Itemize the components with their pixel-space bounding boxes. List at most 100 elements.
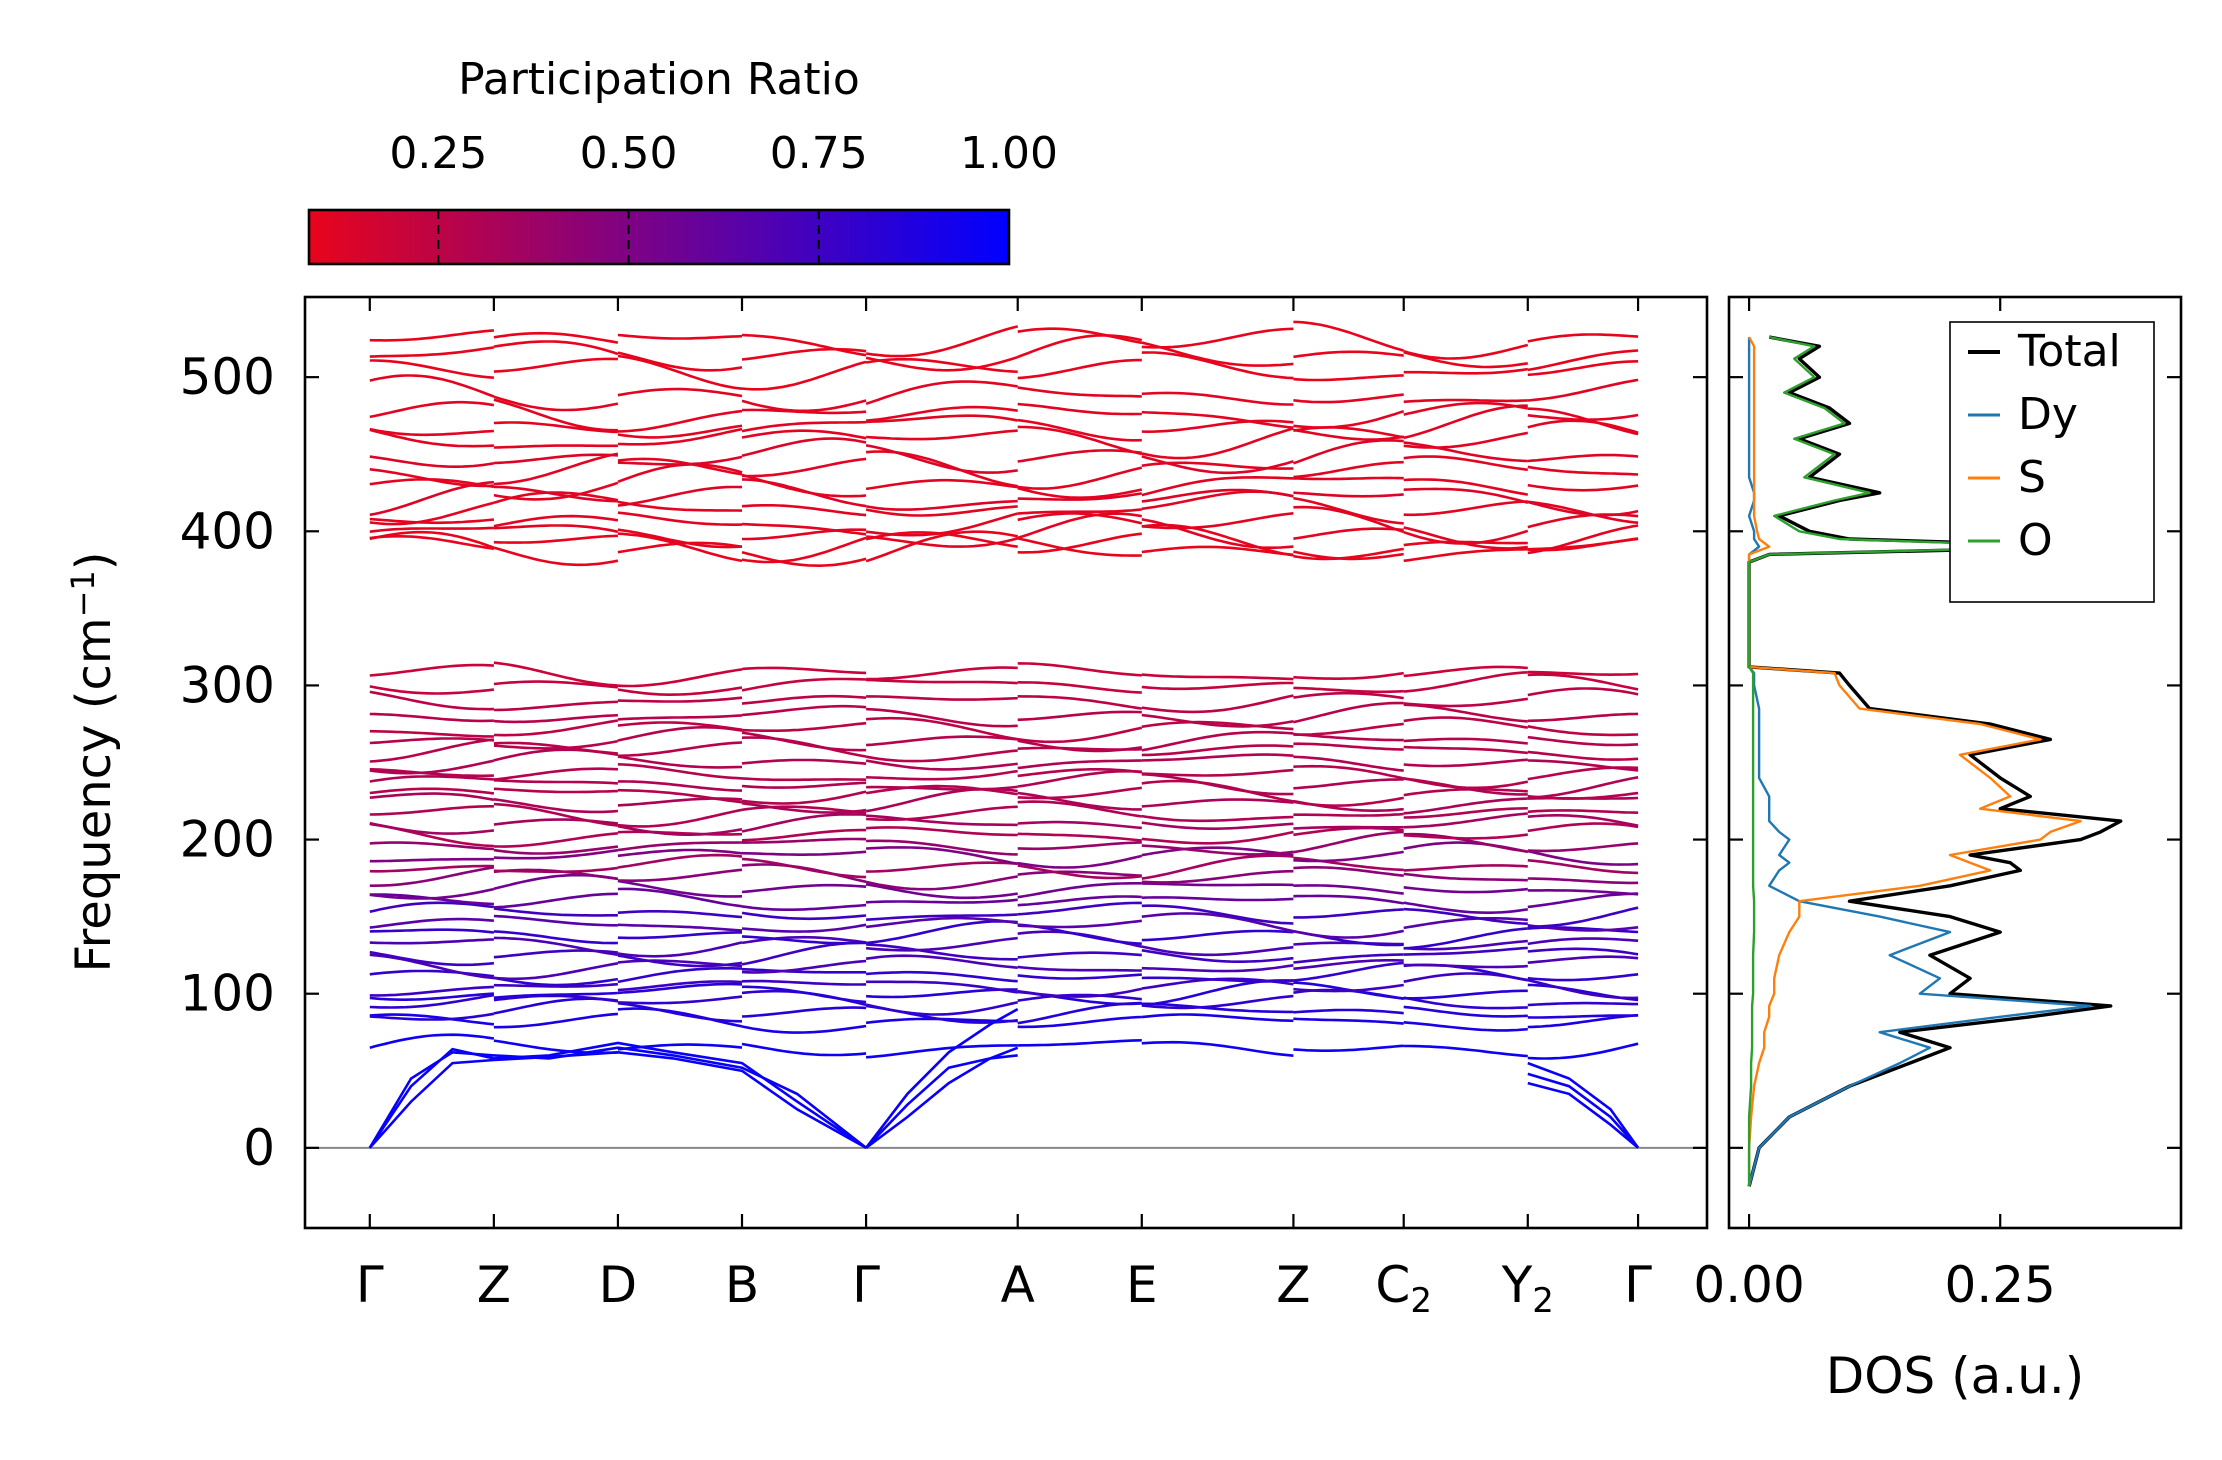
phonon-branch [1017,870,1142,877]
phonon-branch [1293,428,1404,441]
phonon-branch [1293,691,1404,700]
phonon-branch [369,1012,495,1021]
phonon-branch [1403,431,1529,449]
phonon-branch [493,713,618,724]
phonon-branch [1293,547,1404,561]
phonon-branch [617,457,743,476]
phonon-branch [741,857,867,879]
phonon-branch [1293,796,1404,808]
phonon-branch [617,980,743,992]
phonon-branch [1403,478,1529,496]
phonon-branch [1527,937,1639,946]
colorbar-tick-label: 1.00 [960,128,1058,179]
phonon-branch [1017,973,1142,980]
legend-label: Dy [2018,389,2078,440]
phonon-branch [741,704,867,717]
phonon-branch [1293,701,1404,724]
phonon-branch [617,500,743,512]
phonon-branch [865,759,1018,771]
phonon-branch [1403,401,1529,416]
phonon-branch [865,405,1018,422]
phonon-branch [617,982,743,995]
phonon-branch [741,903,867,912]
phonon-branch [1017,759,1142,770]
phonon-branch [741,850,867,857]
frequency-axis-ticks: 0 100 200 300 400 500 [180,348,2181,1177]
phonon-branch [1141,844,1294,856]
phonon-branch [1141,814,1294,823]
phonon-branch [741,503,867,517]
phonon-branch [1403,441,1528,463]
phonon-branch [617,686,743,697]
phonon-branch [1527,750,1639,761]
phonon-branch [1141,490,1294,511]
phonon-branch [1527,670,1639,677]
kpoint-label: Γ [356,1256,384,1314]
dos-curve-total [1747,335,2123,1187]
kpoint-label: A [1001,1256,1035,1314]
phonon-branch [1017,800,1142,818]
phonon-branch [866,769,1018,781]
phonon-branch [369,729,494,738]
phonon-branch [1017,786,1142,800]
phonon-branch [865,512,1019,537]
phonon-branch [1017,486,1143,500]
phonon-branch [1017,1001,1142,1025]
phonon-branch [866,785,1018,791]
frequency-axis-label-sup: −1 [64,570,102,617]
phonon-branch [865,505,1018,517]
phonon-branch [617,887,743,908]
phonon-branch [1141,488,1294,503]
phonon-branch [1527,809,1639,814]
phonon-branch [1017,492,1142,501]
phonon-branch [866,913,1018,921]
phonon-branch [741,911,867,921]
phonon-branch [865,920,1018,945]
phonon-branch [1527,892,1639,909]
phonon-branch [1403,487,1529,504]
phonon-branch [617,532,743,563]
phonon-branch [1017,334,1143,359]
phonon-branch [741,473,867,498]
phonon-branch [1527,465,1639,476]
phonon-branch [1403,529,1529,545]
phonon-branch [1293,830,1404,854]
acoustic-branch [1527,1072,1640,1149]
phonon-branch [1141,341,1294,367]
phonon-branch [1403,351,1528,369]
phonon-branch [369,663,494,677]
phonon-branch [617,1007,743,1028]
phonon-branch [493,739,619,750]
phonon-branch [1293,1008,1404,1015]
phonon-branch [1017,1015,1142,1029]
phonon-branch [493,340,619,356]
phonon-branch [369,804,494,816]
kpoint-label-main: Z [1276,1256,1310,1314]
phonon-branch [1141,419,1294,434]
phonon-branch [493,914,618,927]
phonon-branch [866,943,1018,961]
phonon-branch [1017,418,1142,442]
phonon-branch [1527,524,1639,555]
frequency-axis-label: Frequency (cm−1) [64,551,122,972]
phonon-branch [865,530,1018,563]
phonon-branch [741,437,867,458]
phonon-branch [741,1042,867,1057]
phonon-branch [866,678,1018,685]
phonon-branch [1527,419,1639,434]
phonon-branch [1527,333,1639,343]
phonon-branch [1293,722,1404,737]
phonon-branch [369,841,494,851]
phonon-branch [617,923,743,932]
phonon-branch [1141,545,1294,557]
phonon-branch [1527,822,1639,833]
acoustic-branch [1527,1061,1640,1149]
phonon-branch [1527,906,1639,928]
phonon-branch [1141,1002,1294,1014]
phonon-branch [1527,1001,1639,1007]
phonon-branch [741,1024,867,1034]
phonon-branch [865,325,1019,358]
phonon-branch [741,731,867,752]
phonon-branch [741,1006,867,1018]
